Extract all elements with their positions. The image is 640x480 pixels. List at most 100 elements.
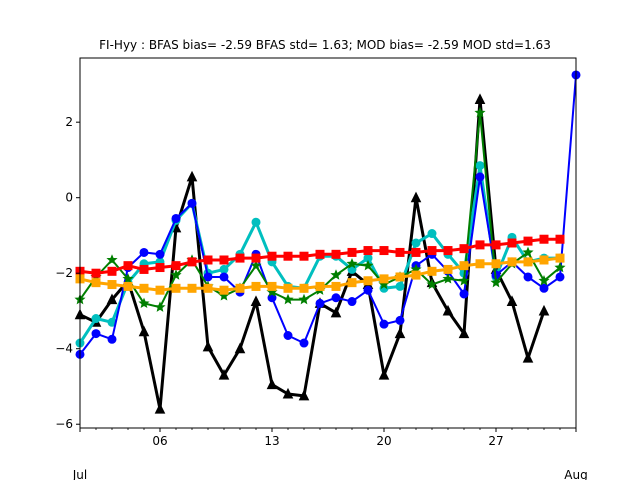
series-3-point	[154, 301, 166, 312]
series-5-point	[539, 255, 549, 265]
series-4-point	[539, 234, 549, 244]
series-0-point	[442, 304, 454, 316]
series-5-point	[363, 276, 373, 286]
series-2	[75, 70, 581, 359]
series-3-line	[79, 111, 561, 309]
y-tick-label: 2	[65, 115, 73, 129]
series-4-point	[379, 246, 389, 256]
series-4-point	[427, 246, 437, 256]
series-0-point	[522, 352, 534, 363]
series-0-point	[202, 340, 214, 352]
series-5-point	[491, 259, 501, 269]
y-tick-label: 0	[65, 191, 73, 205]
series-5-point	[107, 280, 117, 290]
series-4-point	[219, 255, 229, 265]
series-4-point	[171, 261, 181, 271]
series-2-point	[219, 272, 229, 282]
series-0-point	[282, 387, 294, 399]
series-3-point	[474, 106, 486, 118]
series-5-point	[315, 281, 325, 291]
series-2-point	[299, 338, 309, 348]
series-5-point	[459, 261, 469, 271]
series-0-point	[298, 389, 310, 401]
series-3-point	[282, 293, 294, 305]
series-2-point	[155, 249, 165, 259]
series-3-point	[490, 276, 502, 288]
series-0-point	[474, 93, 486, 105]
series-2-point	[539, 283, 549, 293]
series-1-point	[395, 281, 405, 291]
series-5-point	[443, 264, 453, 274]
series-2-point	[555, 272, 565, 282]
series-3-point	[122, 273, 134, 284]
series-4-point	[491, 240, 501, 250]
series-4-point	[187, 257, 197, 267]
series-5-point	[219, 285, 229, 295]
series-0-point	[394, 327, 406, 339]
series-5-point	[267, 281, 277, 291]
series-4-point	[123, 261, 133, 271]
series-4-point	[411, 247, 421, 257]
series-2-point	[395, 315, 405, 325]
series-2-point	[347, 297, 357, 307]
series-4	[75, 234, 565, 278]
series-4-point	[507, 238, 517, 248]
series-0-point	[410, 191, 422, 203]
series-2-point	[203, 272, 213, 282]
axis-layer: 06 13 20 27 Jul Aug −6 −4 −2 0 2	[55, 115, 587, 480]
series-5-point	[171, 283, 181, 293]
series-3-point	[298, 293, 310, 305]
series-5-point	[203, 283, 213, 293]
x-tick-label: 13	[264, 434, 279, 448]
series-2-line	[79, 74, 577, 356]
x-month-label: Aug	[564, 468, 587, 480]
x-tick-label: 06	[152, 434, 167, 448]
x-tick-label: 27	[488, 434, 503, 448]
series-2-point	[331, 293, 341, 303]
series-1-point	[475, 161, 485, 171]
series-2-point	[523, 272, 533, 282]
series-5-point	[139, 283, 149, 293]
series-5-point	[283, 283, 293, 293]
series-4-point	[203, 255, 213, 265]
y-tick-label: −6	[55, 417, 73, 431]
series-3-point	[170, 269, 182, 280]
y-tick-label: −4	[55, 342, 73, 356]
plot-frame	[79, 57, 577, 429]
series-0-point	[154, 403, 166, 414]
series-0-point	[250, 295, 262, 307]
series-5-point	[507, 257, 517, 267]
x-tick-label: 20	[376, 434, 391, 448]
series-4-point	[475, 240, 485, 250]
series-0-point	[458, 327, 470, 339]
series-0-point	[218, 369, 230, 380]
series-2-point	[171, 213, 181, 223]
series-0-point	[538, 304, 550, 316]
x-month-label: Jul	[72, 468, 87, 480]
series-1-point	[91, 314, 101, 324]
series-5-point	[379, 274, 389, 284]
series-4-point	[363, 246, 373, 256]
series-5	[75, 253, 565, 295]
series-3-point	[522, 246, 534, 258]
series-5-point	[347, 278, 357, 288]
series-layer	[74, 70, 581, 414]
series-0-point	[186, 170, 198, 182]
series-4-point	[315, 249, 325, 259]
series-1-point	[219, 264, 229, 274]
y-tick-label: −2	[55, 266, 73, 280]
series-0-point	[138, 325, 150, 337]
series-4-point	[283, 251, 293, 261]
series-5-point	[91, 278, 101, 288]
series-4-point	[235, 253, 245, 263]
series-5-point	[251, 281, 261, 291]
series-4-point	[91, 268, 101, 278]
series-2-point	[187, 198, 197, 208]
series-2-point	[139, 247, 149, 257]
series-3-point	[442, 273, 454, 284]
series-0-point	[106, 293, 118, 305]
series-4-point	[459, 244, 469, 254]
series-1-point	[427, 229, 437, 239]
series-0-point	[234, 342, 246, 354]
